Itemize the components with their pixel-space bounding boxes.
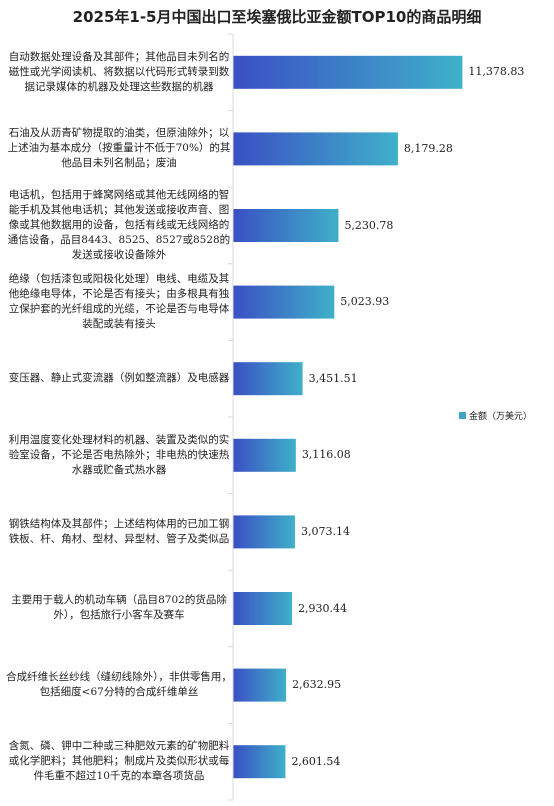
- chart-title: 2025年1-5月中国出口至埃塞俄比亚金额TOP10的商品明细: [72, 8, 482, 26]
- category-label-1: 自动数据处理设备及其部件；其他品目未列名的磁性或光学阅读机、将数据以代码形式转录…: [8, 50, 230, 93]
- category-label-7: 钢铁结构体及其部件；上述结构体用的已加工钢铁板、杆、角材、型材、异型材、管子及类…: [8, 517, 230, 545]
- legend-swatch: [459, 412, 466, 419]
- bar-10: [233, 745, 286, 779]
- value-label-7: 3,073.14: [300, 524, 350, 538]
- value-label-4: 5,023.93: [340, 295, 390, 309]
- value-label-10: 2,601.54: [291, 754, 341, 768]
- value-label-8: 2,930.44: [298, 601, 348, 615]
- bar-4: [233, 285, 335, 319]
- bar-7: [233, 515, 295, 549]
- bars-group: [233, 55, 463, 779]
- bar-1: [233, 55, 463, 89]
- legend: 金额（万美元）: [459, 409, 532, 422]
- bar-8: [233, 592, 293, 625]
- value-label-5: 3,451.51: [308, 371, 358, 385]
- category-label-5: 变压器、静止式变流器（例如整流器）及电感器: [8, 372, 230, 385]
- category-label-9: 合成纤维长丝纱线（缝纫线除外），非供零售用，包括细度<67分特的合成纤维单丝: [6, 671, 232, 699]
- value-label-9: 2,632.95: [292, 678, 342, 692]
- category-label-2: 石油及从沥青矿物提取的油类，但原油除外；以上述油为基本成分（按重量计不低于70%…: [7, 127, 231, 170]
- bar-9: [233, 668, 287, 702]
- value-label-1: 11,378.83: [468, 65, 525, 79]
- legend-label: 金额（万美元）: [469, 412, 533, 422]
- bar-5: [233, 362, 303, 396]
- category-label-8: 主要用于载人的机动车辆（品目8702的货品除外），包括旅行小客车及赛车: [11, 594, 227, 622]
- value-label-2: 8,179.28: [403, 141, 453, 155]
- category-label-4: 绝缘（包括漆包或阳极化处理）电线、电缆及其他绝缘电导体，不论是否有接头；由多根具…: [8, 273, 230, 331]
- category-label-3: 电话机，包括用于蜂窝网络或其他无线网络的智能手机及其他电话机；其他发送或接收声音…: [7, 188, 231, 261]
- value-label-3: 5,230.78: [344, 218, 394, 232]
- value-label-6: 3,116.08: [301, 448, 351, 462]
- bar-6: [233, 438, 296, 472]
- bar-3: [233, 209, 339, 242]
- bar-2: [233, 132, 398, 166]
- category-separators: [228, 33, 233, 801]
- category-label-6: 利用温度变化处理材料的机器、装置及类似的实验室设备，不论是否电热除外；非电热的快…: [8, 433, 230, 476]
- category-label-10: 含氮、磷、钾中二种或三种肥效元素的矿物肥料或化学肥料；其他肥料；制成片及类似形状…: [8, 740, 230, 783]
